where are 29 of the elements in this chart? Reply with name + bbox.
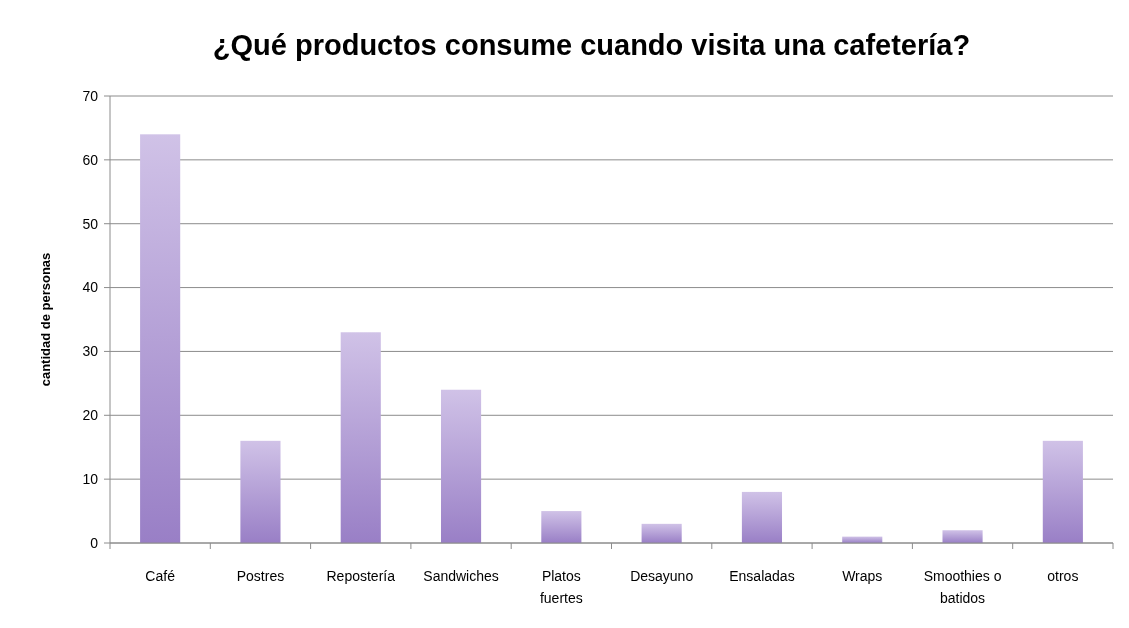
x-tick-label: Desayuno xyxy=(630,568,694,584)
chart-title: ¿Qué productos consume cuando visita una cafetería? xyxy=(212,29,971,61)
y-axis-title: cantidad de personas xyxy=(38,252,53,387)
bar xyxy=(140,134,181,543)
bar xyxy=(240,440,281,543)
y-tick-label: 70 xyxy=(82,87,99,104)
bar xyxy=(1042,440,1083,543)
bar xyxy=(641,523,682,543)
x-tick-label: Platos fuertes xyxy=(539,568,583,606)
y-tick-label: 0 xyxy=(90,534,99,551)
bar xyxy=(440,389,482,543)
y-tick-label: 20 xyxy=(82,407,99,424)
y-tick-label: 60 xyxy=(82,151,99,168)
y-tick-label: 40 xyxy=(82,279,99,296)
bar xyxy=(340,332,381,543)
bar xyxy=(741,491,783,543)
x-tick-label: Café xyxy=(145,568,176,584)
x-tick-label: Repostería xyxy=(326,568,396,584)
x-tick-label: Wraps xyxy=(842,568,883,584)
x-tick-label: Postres xyxy=(236,568,285,584)
y-tick-label: 30 xyxy=(82,343,99,360)
x-tick-label: Smoothies o batidos xyxy=(923,568,1002,606)
x-tick-label: Sandwiches xyxy=(423,568,499,584)
y-tick-label: 10 xyxy=(82,471,99,488)
bar xyxy=(541,511,582,543)
x-tick-label: otros xyxy=(1047,568,1079,584)
y-tick-label: 50 xyxy=(82,215,99,232)
x-tick-label: Ensaladas xyxy=(729,568,795,584)
bar xyxy=(942,530,983,543)
